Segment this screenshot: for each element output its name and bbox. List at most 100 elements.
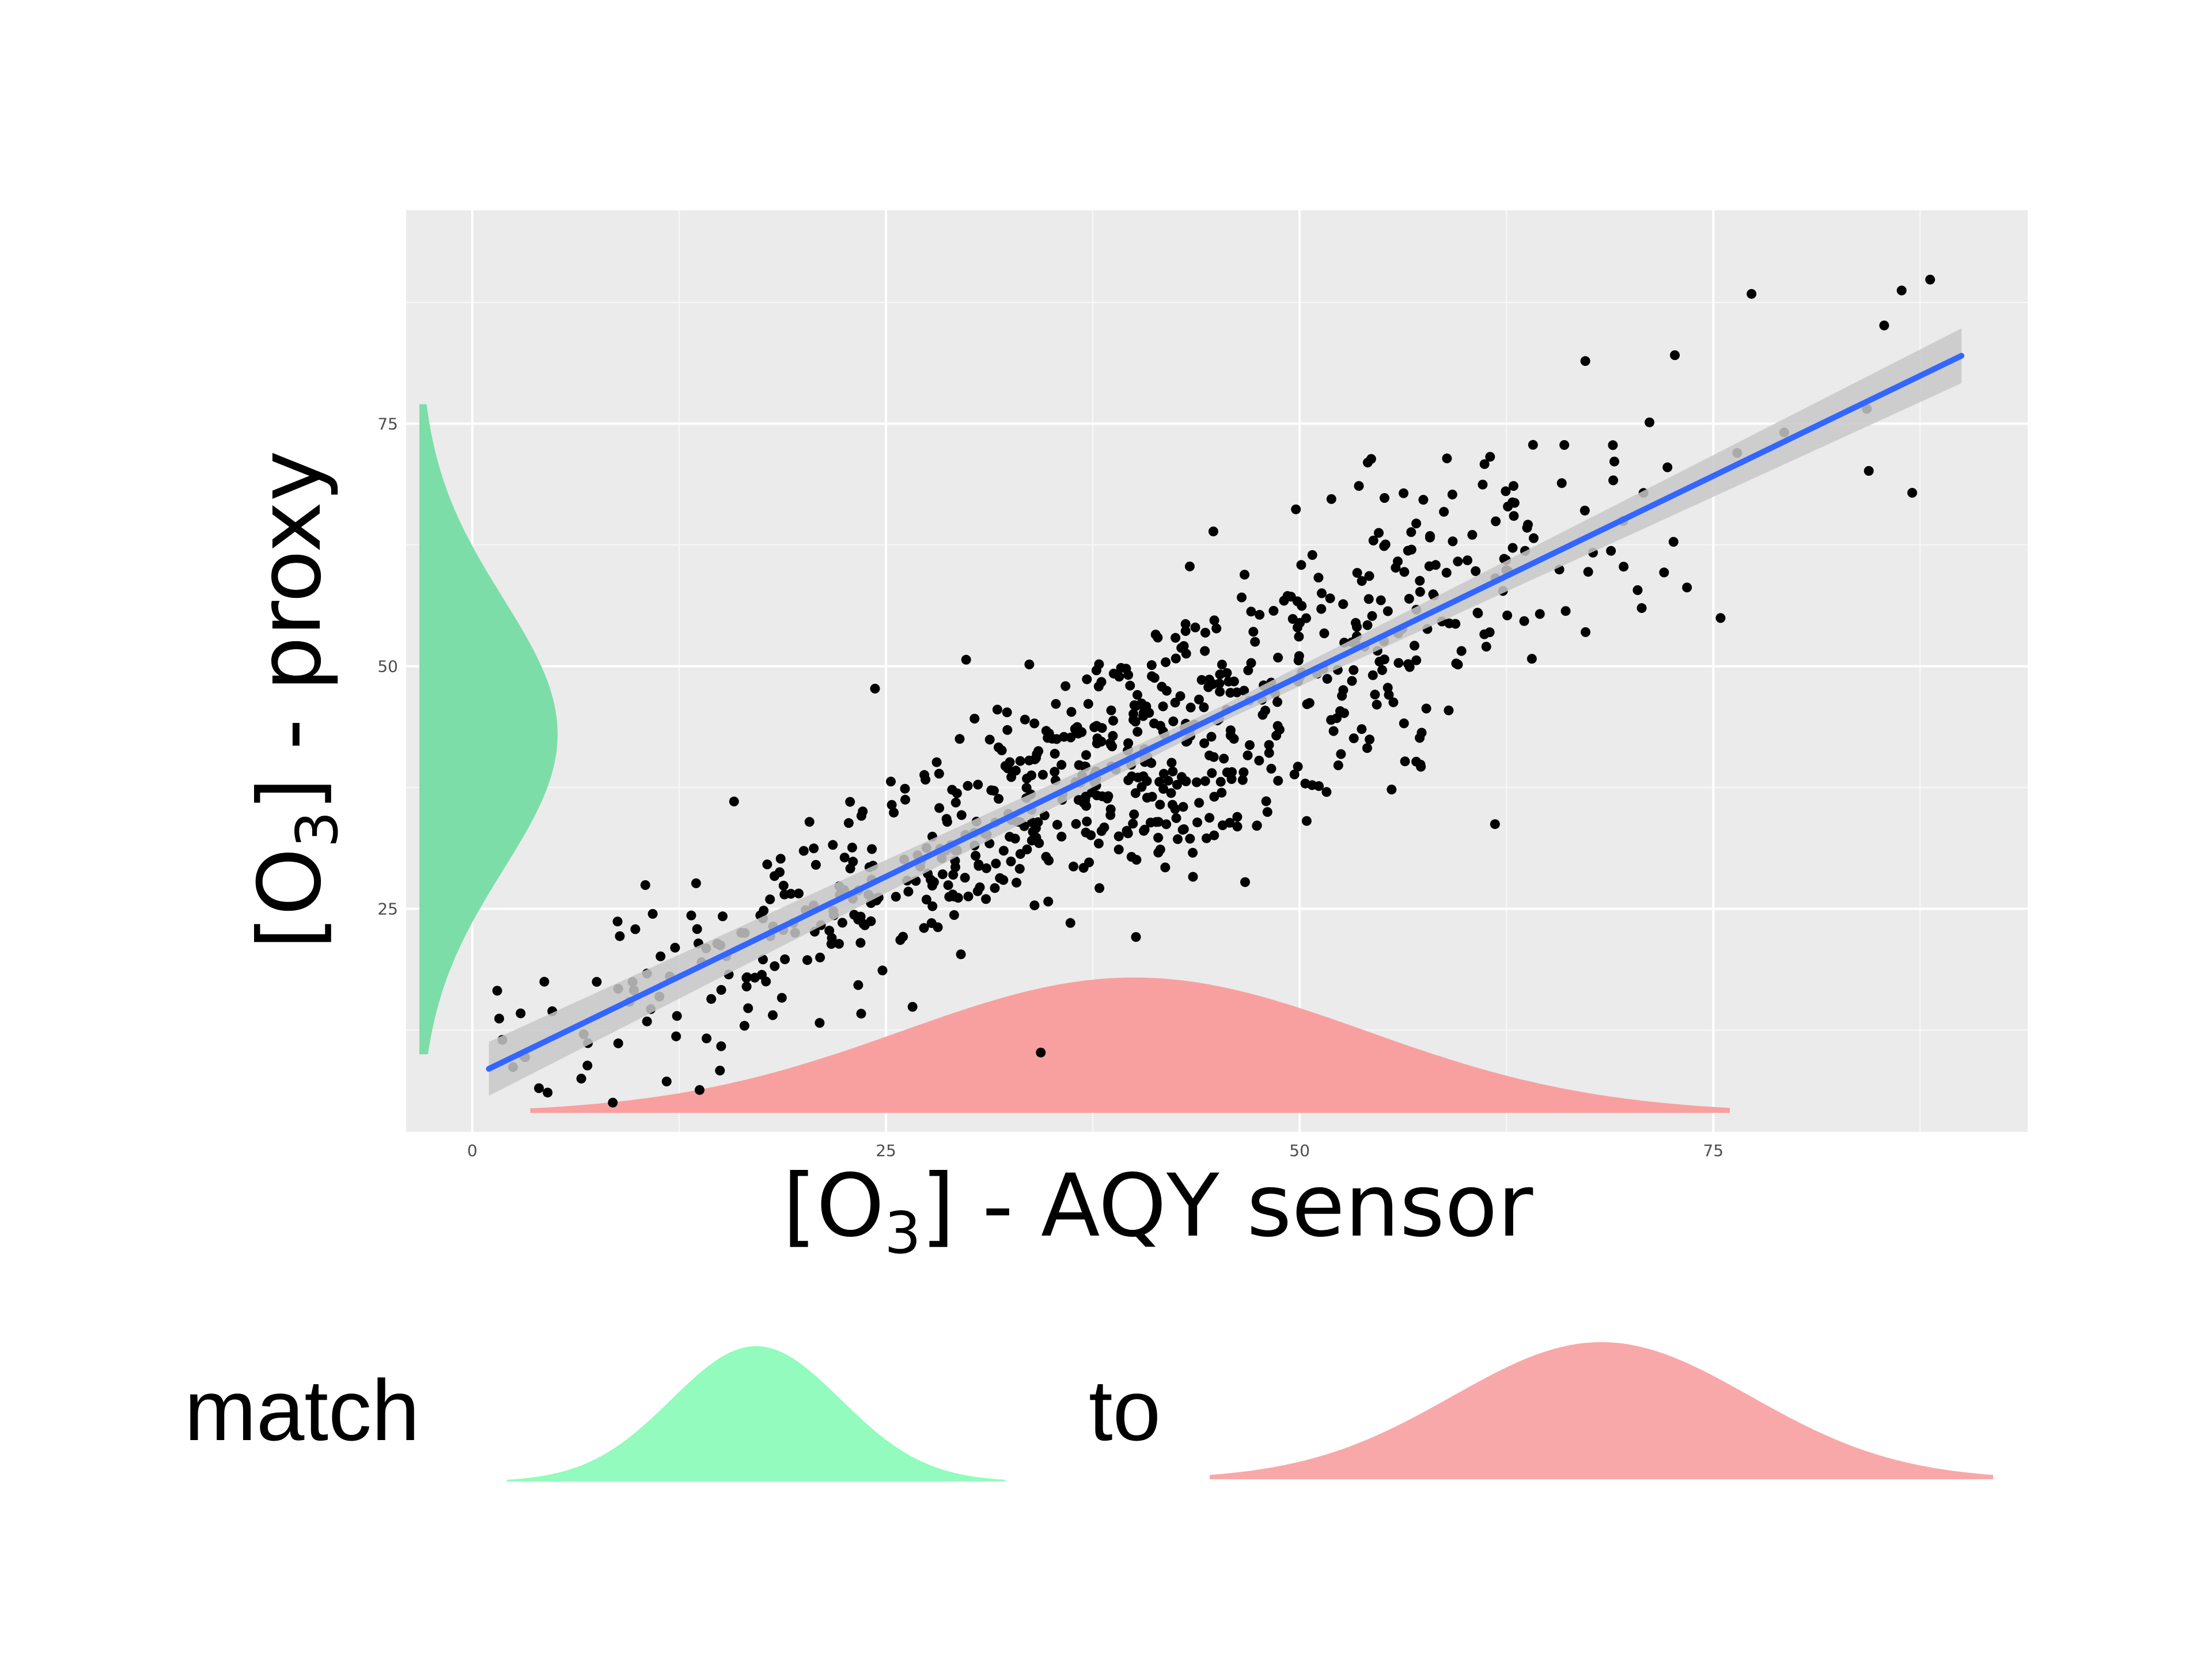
scatter-point	[1185, 834, 1195, 844]
scatter-point	[955, 734, 965, 744]
scatter-point	[778, 881, 789, 891]
scatter-point	[810, 859, 821, 870]
x-axis-title-prefix: [O	[783, 1156, 885, 1256]
scatter-point	[1297, 601, 1307, 611]
scatter-point	[1662, 462, 1673, 472]
x-tick-label: 50	[1289, 1141, 1310, 1160]
scatter-point	[1218, 820, 1228, 831]
scatter-point	[1296, 560, 1306, 570]
scatter-point	[741, 982, 752, 992]
scatter-point	[853, 980, 863, 990]
scatter-point	[900, 794, 910, 805]
scatter-point	[981, 894, 991, 904]
scatter-point	[1925, 274, 1936, 285]
scatter-point	[1171, 653, 1181, 664]
scatter-point	[1907, 488, 1918, 498]
scatter-point	[1123, 828, 1133, 839]
scatter-point	[1581, 627, 1590, 637]
scatter-point	[1609, 456, 1619, 467]
legend-word-to: to	[1089, 1362, 1161, 1459]
scatter-point	[1161, 819, 1172, 829]
scatter-point	[1384, 690, 1394, 700]
scatter-point	[1196, 675, 1207, 685]
scatter-point	[1645, 417, 1654, 427]
scatter-point	[1065, 918, 1075, 928]
scatter-point	[834, 939, 844, 949]
scatter-point	[1027, 835, 1037, 846]
scatter-point	[1180, 619, 1191, 629]
scatter-point	[1027, 770, 1036, 781]
scatter-point	[1069, 861, 1078, 872]
scatter-point	[1208, 526, 1218, 537]
scatter-point	[956, 949, 966, 960]
scatter-point	[1519, 616, 1529, 626]
scatter-point	[845, 797, 855, 807]
scatter-point	[1294, 631, 1304, 642]
scatter-point	[926, 874, 935, 885]
scatter-point	[1637, 603, 1647, 613]
scatter-point	[1132, 726, 1143, 737]
scatter-point	[973, 779, 983, 790]
scatter-point	[907, 1002, 918, 1012]
scatter-point	[1028, 827, 1038, 837]
scatter-point	[1245, 740, 1255, 750]
scatter-point	[762, 859, 772, 870]
scatter-point	[1322, 674, 1332, 684]
scatter-point	[765, 894, 775, 904]
scatter-point	[971, 851, 981, 861]
scatter-point	[1113, 844, 1124, 855]
scatter-point	[1473, 608, 1483, 619]
scatter-point	[615, 931, 625, 941]
scatter-point	[1147, 671, 1157, 681]
scatter-point	[1444, 618, 1455, 628]
scatter-point	[1185, 702, 1196, 713]
scatter-point	[1380, 493, 1389, 503]
scatter-point	[1146, 660, 1157, 670]
scatter-point	[1084, 857, 1094, 868]
scatter-point	[1239, 685, 1249, 696]
scatter-point	[1217, 787, 1227, 798]
scatter-point	[516, 1008, 526, 1018]
scatter-point	[1024, 660, 1035, 669]
x-marginal-density	[530, 978, 1730, 1113]
scatter-point	[1179, 824, 1189, 834]
scatter-point	[742, 972, 752, 982]
scatter-point	[1113, 831, 1124, 842]
scatter-point	[963, 891, 974, 901]
scatter-point	[1415, 587, 1425, 597]
scatter-point	[1349, 665, 1359, 675]
scatter-point	[1002, 725, 1013, 735]
scatter-point	[716, 985, 726, 995]
scatter-point	[1377, 665, 1387, 675]
scatter-point	[1293, 762, 1303, 772]
scatter-point	[798, 846, 809, 856]
scatter-point	[1131, 932, 1141, 942]
scatter-point	[1132, 690, 1142, 700]
scatter-point	[691, 878, 701, 888]
scatter-point	[1041, 851, 1051, 862]
scatter-point	[543, 1088, 553, 1098]
x-tick-label: 25	[876, 1141, 896, 1160]
scatter-point	[1155, 721, 1165, 731]
y-axis-title-prefix: [O	[240, 848, 340, 950]
scatter-point	[1200, 627, 1210, 638]
scatter-point	[1300, 778, 1310, 789]
scatter-point	[975, 882, 985, 892]
scatter-point	[1094, 883, 1105, 893]
scatter-point	[1608, 440, 1618, 450]
scatter-point	[1479, 459, 1490, 469]
scatter-point	[1317, 588, 1327, 598]
scatter-point	[1243, 750, 1253, 760]
scatter-point	[1338, 599, 1349, 609]
scatter-point	[1336, 749, 1346, 759]
scatter-point	[1382, 606, 1393, 616]
scatter-point	[1448, 536, 1458, 547]
scatter-point	[1010, 766, 1021, 776]
plot-panel	[406, 210, 2028, 1132]
scatter-point	[1411, 756, 1422, 767]
scatter-point	[786, 889, 796, 899]
scatter-point	[1215, 687, 1225, 697]
scatter-point	[1362, 743, 1372, 753]
scatter-point	[1083, 699, 1093, 709]
scatter-point	[1863, 466, 1874, 476]
